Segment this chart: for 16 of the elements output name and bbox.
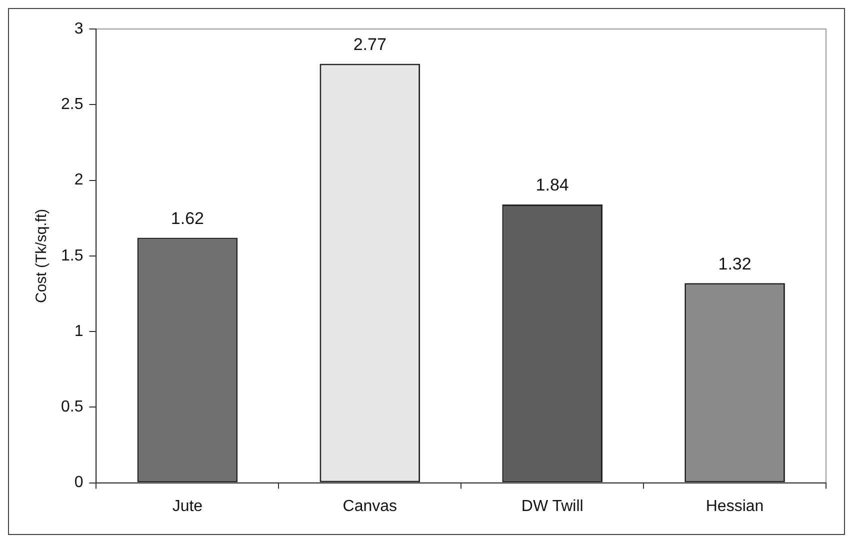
- x-tick-label: DW Twill: [521, 498, 584, 515]
- y-tick-label: 3: [74, 20, 84, 38]
- y-tick-label: 0: [74, 474, 84, 492]
- data-label: 1.62: [170, 208, 204, 228]
- y-tick-label: 2: [74, 172, 84, 189]
- data-label: 1.84: [536, 176, 569, 195]
- y-axis-title: Cost (Tk/sq.ft): [33, 208, 50, 303]
- y-tick-label: 1: [74, 322, 84, 340]
- x-tick-label: Jute: [172, 498, 203, 515]
- y-tick-label: 2.5: [60, 96, 84, 114]
- x-tick-label: Canvas: [342, 498, 398, 515]
- y-tick-label: 1.5: [60, 247, 84, 264]
- data-label: 2.77: [353, 34, 386, 54]
- y-tick-label: 0.5: [60, 398, 84, 416]
- x-tick-label: Hessian: [706, 498, 764, 515]
- data-label: 1.32: [718, 254, 752, 274]
